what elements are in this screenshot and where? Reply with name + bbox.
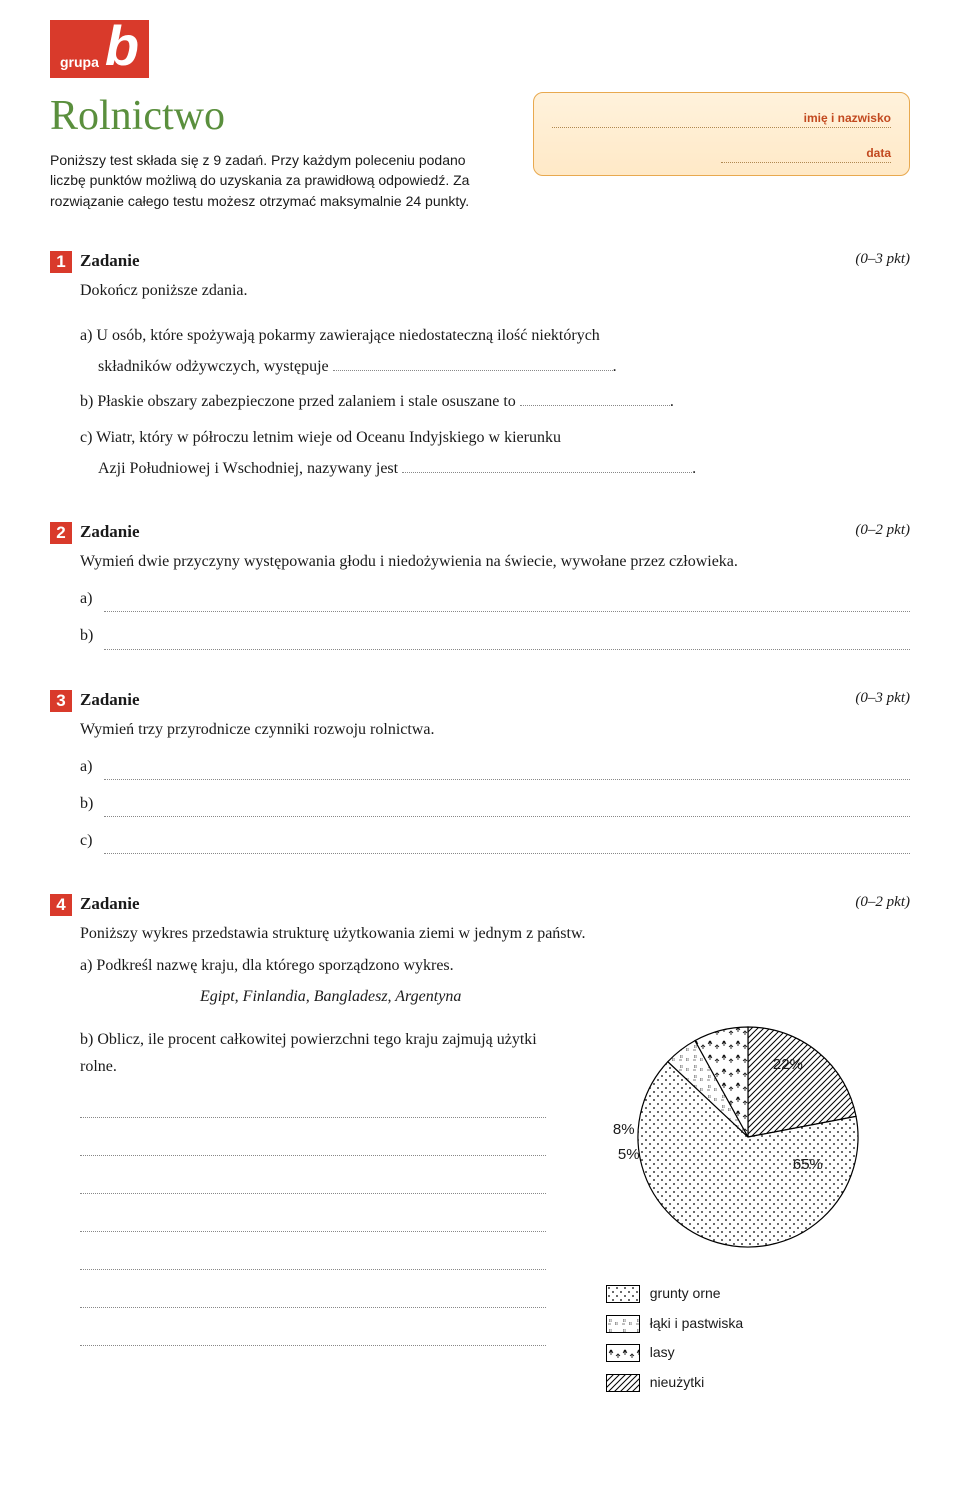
- task-label: Zadanie: [80, 251, 140, 271]
- legend-swatch: [606, 1374, 640, 1392]
- legend-row: grunty orne: [606, 1282, 743, 1306]
- task-number-badge: 2: [50, 522, 72, 544]
- task-label: Zadanie: [80, 690, 140, 710]
- blank-field[interactable]: [333, 355, 613, 371]
- task-points: (0–3 pkt): [855, 690, 910, 707]
- q4b: b) Oblicz, ile procent całkowitej powier…: [80, 1026, 546, 1080]
- answer-label: b): [80, 790, 104, 817]
- q1c-line1: c) Wiatr, który w półroczu letnim wieje …: [80, 424, 910, 451]
- student-info-box: imię i nazwisko data: [533, 92, 910, 176]
- task-4: 4 Zadanie (0–2 pkt) Poniższy wykres prze…: [50, 894, 910, 1401]
- q1a-line1: a) U osób, które spożywają pokarmy zawie…: [80, 322, 910, 349]
- answer-row: b): [80, 622, 910, 649]
- q1c-line2: Azji Południowej i Wschodniej, nazywany …: [98, 460, 398, 477]
- task-instruction: Wymień dwie przyczyny występowania głodu…: [80, 548, 910, 575]
- blank-field[interactable]: [520, 390, 670, 406]
- pie-slice-label: 5%: [618, 1142, 640, 1168]
- task-points: (0–3 pkt): [855, 251, 910, 268]
- task-label: Zadanie: [80, 522, 140, 542]
- legend-label: nieużytki: [650, 1371, 704, 1395]
- legend-label: lasy: [650, 1341, 675, 1365]
- blank-field[interactable]: [104, 797, 910, 817]
- answer-label: c): [80, 827, 104, 854]
- q1b: b) Płaskie obszary zabezpieczone przed z…: [80, 393, 516, 410]
- legend-swatch: [606, 1315, 640, 1333]
- legend-swatch: [606, 1285, 640, 1303]
- task-1: 1 Zadanie (0–3 pkt) Dokończ poniższe zda…: [50, 251, 910, 482]
- task-points: (0–2 pkt): [855, 894, 910, 911]
- q1a-line2: składników odżywczych, występuje: [98, 358, 329, 375]
- logo-text-b: b: [105, 24, 139, 69]
- legend-label: łąki i pastwiska: [650, 1312, 743, 1336]
- task-instruction: Wymień trzy przyrodnicze czynniki rozwoj…: [80, 716, 910, 743]
- pie-slice-label: 22%: [773, 1052, 803, 1078]
- answer-row: a): [80, 585, 910, 612]
- pie-slice-label: 65%: [793, 1152, 823, 1178]
- task-2: 2 Zadanie (0–2 pkt) Wymień dwie przyczyn…: [50, 522, 910, 650]
- blank-field[interactable]: [402, 457, 692, 473]
- page-title: Rolnictwo: [50, 92, 503, 140]
- logo-text-grupa: grupa: [60, 54, 99, 70]
- answer-label: a): [80, 753, 104, 780]
- calculation-lines[interactable]: [80, 1096, 546, 1346]
- date-field-label: data: [721, 146, 891, 163]
- task-number-badge: 3: [50, 690, 72, 712]
- legend-row: nieużytki: [606, 1371, 743, 1395]
- answer-label: b): [80, 622, 104, 649]
- q4a: a) Podkreśl nazwę kraju, dla którego spo…: [80, 952, 910, 979]
- task-instruction: Poniższy wykres przedstawia strukturę uż…: [80, 920, 910, 947]
- answer-label: a): [80, 585, 104, 612]
- blank-field[interactable]: [104, 760, 910, 780]
- legend-swatch: [606, 1344, 640, 1362]
- task-3: 3 Zadanie (0–3 pkt) Wymień trzy przyrodn…: [50, 690, 910, 855]
- task-points: (0–2 pkt): [855, 522, 910, 539]
- legend-row: łąki i pastwiska: [606, 1312, 743, 1336]
- task-label: Zadanie: [80, 894, 140, 914]
- blank-field[interactable]: [104, 834, 910, 854]
- pie-slice-label: 8%: [613, 1117, 635, 1143]
- task-number-badge: 4: [50, 894, 72, 916]
- blank-field[interactable]: [104, 592, 910, 612]
- legend-row: lasy: [606, 1341, 743, 1365]
- name-field-label: imię i nazwisko: [552, 111, 891, 128]
- pie-legend: grunty orne łąki i pastwiska lasy nieużytki: [606, 1282, 743, 1401]
- intro-text: Poniższy test składa się z 9 zadań. Przy…: [50, 150, 503, 211]
- legend-label: grunty orne: [650, 1282, 721, 1306]
- pie-chart: 65% 22% 8%5%: [608, 1022, 868, 1252]
- task-instruction: Dokończ poniższe zdania.: [80, 277, 910, 304]
- task-number-badge: 1: [50, 251, 72, 273]
- blank-field[interactable]: [104, 630, 910, 650]
- country-options[interactable]: Egipt, Finlandia, Bangladesz, Argentyna: [200, 983, 910, 1010]
- group-logo: grupa b: [50, 20, 149, 78]
